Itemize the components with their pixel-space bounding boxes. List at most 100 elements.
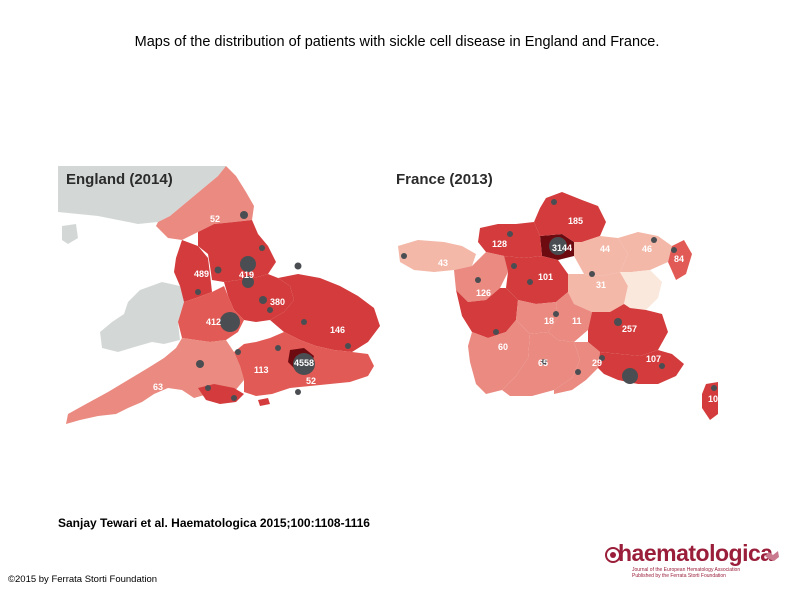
citation: Sanjay Tewari et al. Haematologica 2015;…	[58, 516, 370, 530]
region-count-label: 65	[538, 358, 548, 368]
region-count-label: 44	[600, 244, 610, 254]
dot	[511, 263, 517, 269]
region-count-label: 101	[538, 272, 553, 282]
france-rhone-alpes	[588, 304, 668, 356]
region-count-label: 31	[596, 280, 606, 290]
region-count-label: 63	[153, 382, 163, 392]
region-count-label: 126	[476, 288, 491, 298]
france-brittany	[398, 240, 476, 272]
region-count-label: 128	[492, 239, 507, 249]
england-map: England (2014) 52 489 419 380 412 146 45…	[58, 166, 380, 424]
dot	[401, 253, 407, 259]
region-count-label: 60	[498, 342, 508, 352]
dot	[345, 343, 351, 349]
dot	[301, 319, 307, 325]
france-aquitaine	[468, 320, 530, 394]
dot	[240, 211, 248, 219]
region-count-label: 419	[239, 270, 254, 280]
dot	[205, 385, 211, 391]
france-limousin	[516, 300, 558, 334]
region-count-label: 84	[674, 254, 684, 264]
france-midi-pyrenees	[502, 332, 580, 396]
region-count-label: 489	[194, 269, 209, 279]
region-count-label: 146	[330, 325, 345, 335]
france-languedoc	[554, 342, 600, 394]
dot	[551, 199, 557, 205]
logo-tagline: Journal of the European Hematology Assoc…	[632, 567, 772, 579]
france-centre	[504, 256, 568, 304]
region-count-label: 3144	[552, 243, 572, 253]
dot	[651, 237, 657, 243]
region-count-label: 11	[572, 316, 582, 326]
england-east-midlands	[224, 274, 294, 322]
france-champagne	[574, 236, 628, 276]
logo-tagline-line: Journal of the European Hematology Assoc…	[632, 567, 741, 573]
dot	[599, 355, 605, 361]
logo-mark-icon	[605, 547, 621, 563]
region-count-label: 107	[646, 354, 661, 364]
dot	[220, 312, 240, 332]
region-count-label: 185	[568, 216, 583, 226]
dot	[507, 231, 513, 237]
england-labels: 52 489 419 380 412 146 4558 113 52 63	[153, 214, 345, 392]
dot	[196, 360, 204, 368]
dot	[589, 271, 595, 277]
dot	[295, 389, 301, 395]
england-dots	[195, 211, 351, 401]
france-normandy	[478, 222, 542, 258]
dot	[614, 318, 622, 326]
dot	[671, 247, 677, 253]
wales-region	[100, 282, 184, 352]
england-east	[270, 274, 380, 352]
england-heading: England (2014)	[66, 171, 173, 188]
dot	[549, 237, 567, 255]
england-south-west	[66, 338, 244, 424]
france-burgundy	[568, 272, 628, 312]
dot	[235, 349, 241, 355]
haematologica-logo: haematologica Journal of the European He…	[604, 540, 782, 582]
dot	[275, 345, 281, 351]
france-labels: 185 128 3144 44 46 84 43 101 31 126 18 1…	[438, 216, 723, 404]
france-pays-de-la-loire	[454, 252, 508, 302]
dot	[240, 256, 256, 272]
region-count-label: 4558	[294, 358, 314, 368]
dot	[259, 296, 267, 304]
map-svg: England (2014) 52 489 419 380 412 146 45…	[58, 166, 723, 424]
dot	[622, 368, 638, 384]
england-yorkshire	[198, 220, 276, 282]
france-poitou	[456, 288, 518, 338]
dot	[214, 266, 222, 274]
scotland-region	[58, 166, 226, 224]
france-heading: France (2013)	[396, 171, 493, 188]
region-count-label: 412	[206, 317, 221, 327]
region-count-label: 52	[306, 376, 316, 386]
dot	[267, 307, 273, 313]
ireland-fragment	[62, 224, 78, 244]
dot	[711, 385, 717, 391]
copyright: ©2015 by Ferrata Storti Foundation	[8, 574, 158, 585]
region-count-label: 29	[592, 358, 602, 368]
france-lorraine	[618, 232, 672, 272]
region-count-label: 46	[642, 244, 652, 254]
dot	[259, 245, 265, 251]
region-count-label: 107	[708, 394, 718, 404]
region-count-label: 18	[544, 316, 554, 326]
france-franche-comte	[620, 270, 662, 310]
dot	[195, 289, 201, 295]
isle-of-wight	[258, 398, 270, 406]
england-north-east	[156, 166, 254, 240]
france-north	[534, 192, 606, 242]
dot	[242, 276, 254, 288]
region-count-label: 43	[438, 258, 448, 268]
france-corsica	[702, 382, 722, 420]
dot	[231, 395, 237, 401]
region-count-label: 113	[254, 365, 269, 375]
france-dots	[401, 199, 717, 391]
dot	[553, 311, 559, 317]
dot	[659, 363, 665, 369]
map-figure: England (2014) 52 489 419 380 412 146 45…	[58, 162, 723, 439]
logo-tagline-line: Published by the Ferrata Storti Foundati…	[632, 573, 726, 579]
france-paca	[598, 350, 684, 384]
eha-emblem-icon	[765, 551, 779, 561]
england-north-west	[174, 240, 212, 302]
